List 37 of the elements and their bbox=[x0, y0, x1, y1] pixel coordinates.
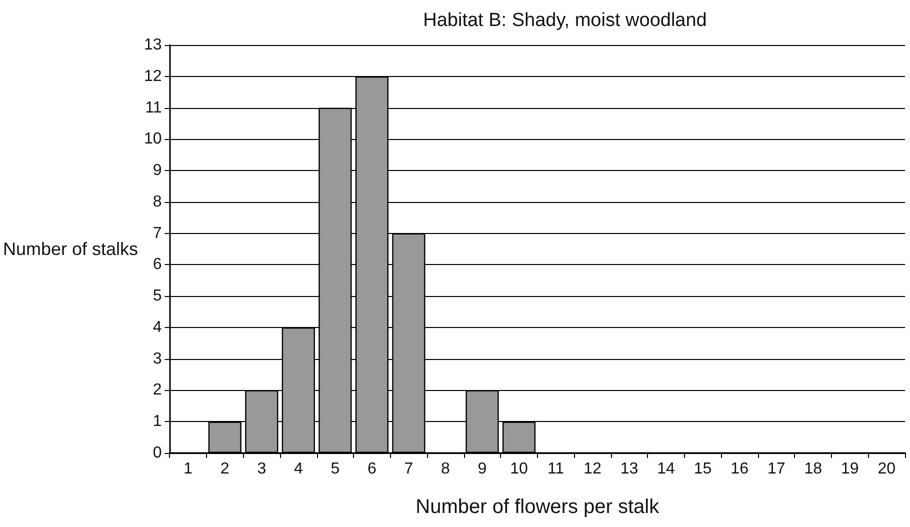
y-tick-label: 7 bbox=[152, 224, 162, 242]
y-tick-label: 10 bbox=[144, 130, 162, 148]
y-tick-label: 9 bbox=[152, 162, 162, 180]
y-tick-label: 6 bbox=[152, 256, 162, 274]
x-tick-label: 9 bbox=[478, 460, 487, 478]
x-tick-label: 19 bbox=[840, 460, 859, 478]
x-tick-label: 20 bbox=[878, 460, 896, 478]
x-axis-title: Number of flowers per stalk bbox=[416, 496, 660, 518]
x-tick-label: 16 bbox=[730, 460, 749, 478]
x-tick-label: 11 bbox=[547, 460, 564, 478]
y-tick-label: 5 bbox=[152, 288, 162, 305]
y-tick-label: 2 bbox=[152, 382, 162, 399]
x-tick-label: 12 bbox=[584, 460, 602, 478]
x-tick-label: 8 bbox=[441, 460, 450, 478]
x-tick-label: 13 bbox=[620, 460, 638, 478]
x-tick-label: 15 bbox=[694, 460, 712, 478]
x-tick-label: 2 bbox=[220, 460, 230, 478]
y-tick-label: 11 bbox=[145, 99, 162, 116]
x-tick-label: 14 bbox=[657, 460, 676, 478]
x-tick-label: 18 bbox=[804, 460, 822, 478]
y-tick-label: 8 bbox=[152, 193, 162, 210]
x-tick-label: 4 bbox=[294, 460, 303, 478]
x-tick-label: 10 bbox=[510, 460, 528, 478]
x-tick-label: 17 bbox=[767, 460, 786, 478]
x-tick-label: 7 bbox=[404, 460, 414, 478]
y-tick-label: 12 bbox=[144, 68, 162, 85]
x-tick-label: 1 bbox=[184, 460, 193, 478]
y-tick-label: 4 bbox=[152, 318, 162, 336]
y-tick-label: 0 bbox=[152, 444, 162, 462]
x-tick-label: 6 bbox=[367, 460, 376, 478]
y-tick-label: 13 bbox=[144, 36, 162, 54]
chart-title: Habitat B: Shady, moist woodland bbox=[423, 10, 707, 31]
y-axis-title: Number of stalks bbox=[3, 239, 138, 259]
y-tick-label: 3 bbox=[152, 350, 162, 368]
y-tick-label: 1 bbox=[152, 413, 162, 430]
x-tick-label: 3 bbox=[257, 460, 266, 478]
x-tick-label: 5 bbox=[330, 460, 340, 478]
